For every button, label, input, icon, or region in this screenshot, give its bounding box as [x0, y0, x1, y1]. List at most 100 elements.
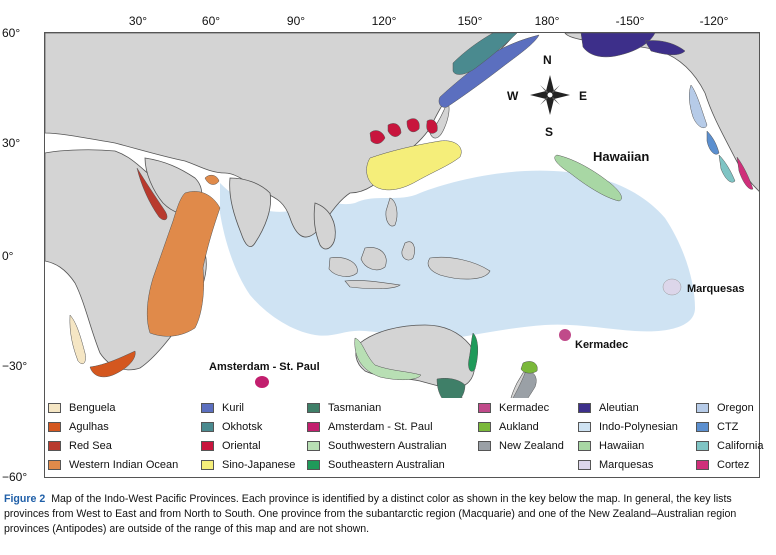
legend-swatch — [48, 460, 61, 470]
legend-swatch — [48, 403, 61, 413]
legend-swatch — [696, 403, 709, 413]
legend-label: California — [717, 440, 764, 452]
legend-item: Cortez — [696, 459, 749, 471]
legend-swatch — [696, 422, 709, 432]
legend-label: Indo-Polynesian — [599, 421, 678, 433]
hawaiian-label: Hawaiian — [593, 149, 650, 164]
sumatra-island — [328, 257, 358, 277]
java-island — [344, 280, 401, 290]
benguela-province[interactable] — [69, 314, 86, 364]
legend-label: Amsterdam - St. Paul — [328, 421, 433, 433]
legend-swatch — [201, 403, 214, 413]
legend-item: Marquesas — [578, 459, 653, 471]
legend-label: Agulhas — [69, 421, 109, 433]
legend-swatch — [578, 403, 591, 413]
western-indian-ocean-province[interactable] — [146, 191, 221, 337]
hawaiian-province[interactable] — [554, 154, 622, 202]
legend-item: Aukland — [478, 421, 539, 433]
lat-label: 0° — [2, 249, 14, 263]
marquesas-province[interactable] — [662, 278, 682, 296]
legend-item: Red Sea — [48, 440, 112, 452]
kermadec-province[interactable] — [559, 329, 571, 341]
legend-item: Okhotsk — [201, 421, 262, 433]
sino-japanese-province[interactable] — [366, 140, 462, 191]
legend-label: Tasmanian — [328, 402, 382, 414]
legend-label: Southwestern Australian — [328, 440, 447, 452]
legend-swatch — [578, 460, 591, 470]
lat-label: −30° — [2, 359, 28, 373]
figure-caption: Figure 2 Map of the Indo-West Pacific Pro… — [4, 492, 770, 537]
legend-label: Marquesas — [599, 459, 654, 471]
legend-swatch — [478, 441, 491, 451]
oregon-province[interactable] — [689, 84, 708, 128]
philippines-island — [385, 197, 398, 227]
legend-item: Benguela — [48, 402, 116, 414]
ctz-province[interactable] — [706, 130, 720, 155]
legend-label: Aukland — [499, 421, 539, 433]
legend-label: Kuril — [222, 402, 245, 414]
legend-swatch — [696, 441, 709, 451]
legend-item: Aleutian — [578, 402, 639, 414]
cortez-province[interactable] — [736, 156, 754, 190]
indochina-landmass — [313, 202, 336, 250]
red-sea-province[interactable] — [136, 167, 168, 221]
oriental-province[interactable] — [369, 118, 438, 144]
legend-label: Oregon — [717, 402, 754, 414]
eurasia-landmass — [45, 33, 516, 238]
lon-label: 90° — [286, 14, 306, 28]
amsterdam-st-paul-province[interactable] — [255, 376, 269, 388]
aleutian-province[interactable] — [580, 33, 686, 58]
western-indian-ocean-province-north[interactable] — [204, 174, 220, 185]
legend-swatch — [307, 441, 320, 451]
compass-west-label: W — [507, 89, 519, 103]
southwestern-australian-province[interactable] — [354, 337, 422, 380]
kermadec-label: Kermadec — [575, 339, 629, 351]
sulawesi-island — [401, 241, 415, 261]
legend-swatch — [48, 441, 61, 451]
legend-label: Oriental — [222, 440, 261, 452]
legend-swatch — [48, 422, 61, 432]
legend-item: Southwestern Australian — [307, 440, 447, 452]
okhotsk-province[interactable] — [452, 33, 518, 75]
aukland-province[interactable] — [520, 361, 538, 374]
caption-text: Map of the Indo-West Pacific Provinces. … — [4, 493, 737, 535]
legend-item: Kermadec — [478, 402, 549, 414]
lat-label: 60° — [2, 26, 21, 40]
california-province[interactable] — [718, 154, 736, 183]
legend-label: Kermadec — [499, 402, 550, 414]
legend-item: Kuril — [201, 402, 244, 414]
legend-item: Oregon — [696, 402, 754, 414]
india-landmass — [229, 177, 272, 247]
legend-item: Sino-Japanese — [201, 459, 295, 471]
legend-swatch — [307, 460, 320, 470]
legend-label: Hawaiian — [599, 440, 645, 452]
legend-label: Aleutian — [599, 402, 639, 414]
legend-item: Southeastern Australian — [307, 459, 445, 471]
lon-label: 120° — [371, 14, 397, 28]
legend-swatch — [307, 403, 320, 413]
legend-label: Western Indian Ocean — [69, 459, 179, 471]
legend-swatch — [478, 403, 491, 413]
indo-polynesian-region[interactable] — [220, 170, 695, 340]
legend-swatch — [201, 422, 214, 432]
legend-item: Oriental — [201, 440, 261, 452]
legend-item: Agulhas — [48, 421, 109, 433]
figure-number: Figure 2 — [4, 493, 46, 505]
southeastern-australian-province[interactable] — [468, 332, 478, 372]
legend-label: Red Sea — [69, 440, 112, 452]
legend-label: CTZ — [717, 421, 739, 433]
legend-item: Indo-Polynesian — [578, 421, 678, 433]
legend-label: Sino-Japanese — [222, 459, 296, 471]
legend-label: Okhotsk — [222, 421, 263, 433]
agulhas-province[interactable] — [89, 350, 136, 378]
legend-swatch — [578, 422, 591, 432]
legend-swatch — [307, 422, 320, 432]
legend-swatch — [201, 460, 214, 470]
legend-item: Amsterdam - St. Paul — [307, 421, 433, 433]
lon-label: 180° — [534, 14, 560, 28]
compass-north-label: N — [543, 53, 552, 67]
new-guinea-island — [427, 256, 491, 280]
legend-label: Southeastern Australian — [328, 459, 445, 471]
legend-label: New Zealand — [499, 440, 564, 452]
